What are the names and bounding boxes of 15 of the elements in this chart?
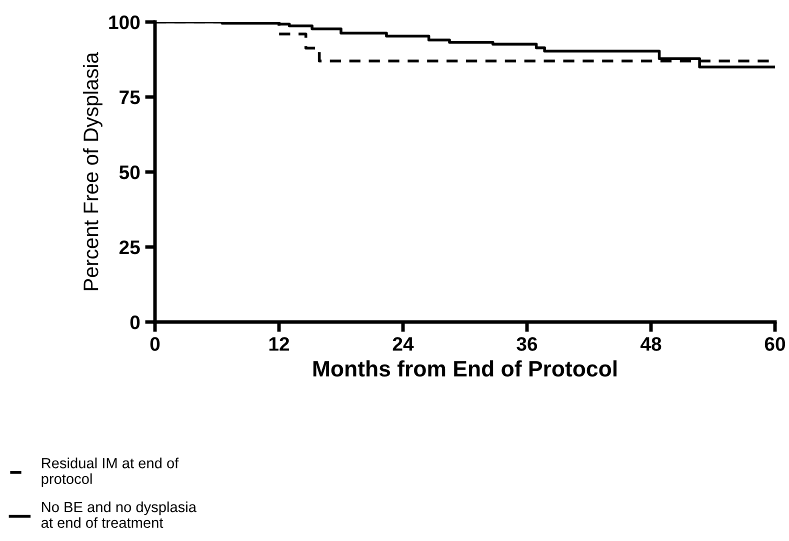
- x-tick-label: 48: [640, 337, 662, 351]
- legend-label: Residual IM at end of protocol: [42, 458, 179, 487]
- y-tick-label: 50: [119, 165, 140, 180]
- x-tick-label: 12: [269, 337, 290, 351]
- x-axis-title: Months from End of Protocol: [313, 360, 617, 377]
- y-tick-label: 75: [120, 90, 140, 104]
- x-tick-label: 0: [150, 337, 160, 351]
- x-tick-label: 60: [764, 337, 786, 351]
- y-tick-label: 25: [119, 240, 140, 254]
- y-tick-label: 100: [109, 15, 140, 30]
- legend-label: No BE and no dysplasia at end of treatment: [41, 501, 196, 528]
- y-tick-label: 0: [130, 315, 140, 330]
- y-axis-title: Percent Free of Dysplasia: [83, 52, 102, 290]
- x-tick-label: 36: [516, 337, 538, 351]
- x-tick-label: 24: [392, 337, 414, 351]
